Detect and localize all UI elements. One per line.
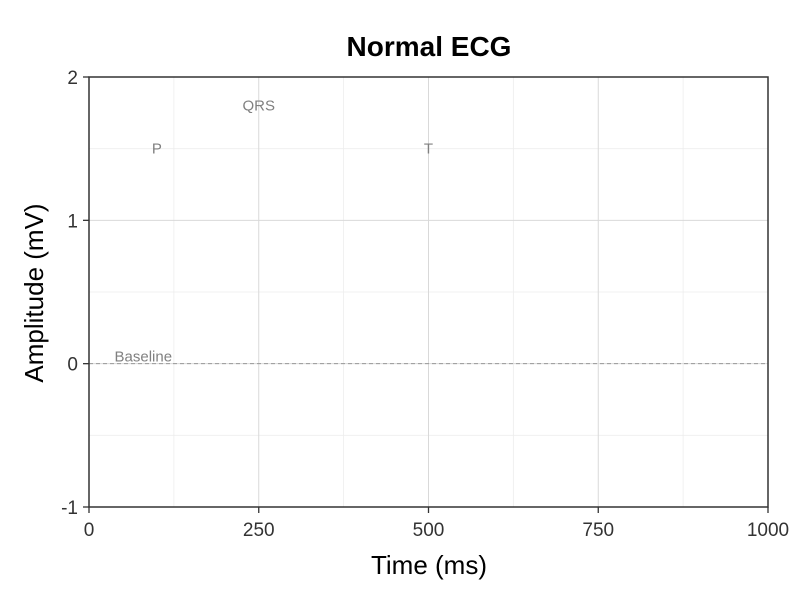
wave-annotation-p: P [152,141,162,158]
y-tick-label: 1 [67,211,78,232]
x-axis-label: Time (ms) [371,550,487,580]
x-tick-label: 1000 [747,520,789,541]
y-tick-label: -1 [61,498,78,519]
y-tick-label: 2 [67,68,78,89]
x-tick-label: 750 [582,520,614,541]
x-tick-label: 500 [413,520,445,541]
x-tick-label: 250 [243,520,275,541]
baseline-annotation: Baseline [115,349,173,366]
y-axis-label: Amplitude (mV) [19,203,49,382]
x-tick-label: 0 [84,520,95,541]
y-tick-label: 0 [67,355,78,376]
wave-annotation-t: T [424,141,433,158]
annotations: P QRS T Baseline [115,98,434,366]
wave-annotation-qrs: QRS [242,98,275,115]
chart-title: Normal ECG [347,31,512,62]
ticks: 0 250 500 750 1000 -1 0 1 2 [61,68,789,541]
